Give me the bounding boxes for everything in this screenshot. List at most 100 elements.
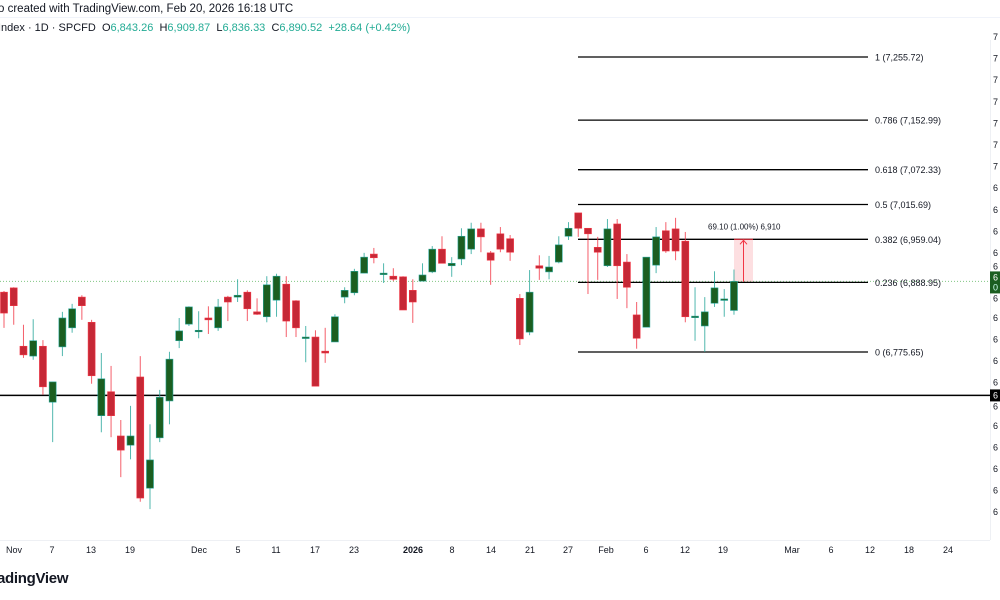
candle-body bbox=[457, 235, 466, 260]
candle-body bbox=[253, 311, 261, 315]
candle-body bbox=[360, 256, 368, 274]
line-price-tag-text: 6 bbox=[993, 390, 998, 400]
candle-body bbox=[224, 296, 232, 303]
candle-body bbox=[87, 321, 96, 377]
price-axis-label: 6 bbox=[993, 421, 998, 431]
last-price-tag-sub: 0 bbox=[993, 282, 998, 292]
candle-body bbox=[408, 290, 417, 303]
high-label: H bbox=[159, 22, 168, 34]
high-value: 6,909.87 bbox=[167, 22, 211, 34]
time-axis-label: 12 bbox=[680, 545, 690, 555]
fib-level-label: 0 (6,775.65) bbox=[875, 348, 924, 358]
fib-level-label: 0.382 (6,959.04) bbox=[875, 235, 941, 245]
time-axis-label: 8 bbox=[449, 545, 454, 555]
candle-body bbox=[29, 340, 37, 357]
candle-body bbox=[185, 306, 193, 325]
candle-body bbox=[331, 316, 339, 343]
candle-body bbox=[662, 230, 670, 252]
candle-body bbox=[282, 283, 291, 322]
time-axis-label: 27 bbox=[563, 545, 573, 555]
measure-label: 69.10 (1.00%) 6,910 bbox=[708, 222, 781, 231]
fib-level-label: 0.786 (7,152.99) bbox=[875, 116, 941, 126]
last-price-tag-text: 6 bbox=[993, 272, 998, 282]
candle-body bbox=[399, 276, 407, 311]
candle-body bbox=[613, 223, 621, 267]
candle-body bbox=[623, 261, 631, 288]
price-axis-label: 6 bbox=[993, 226, 998, 236]
candle-body bbox=[691, 315, 699, 318]
candle-body bbox=[204, 317, 213, 321]
open-label: O bbox=[101, 22, 111, 34]
candle-body bbox=[593, 247, 602, 253]
price-axis-label: 6 bbox=[993, 313, 998, 323]
symbol-label: Index · 1D · SPCFD bbox=[0, 22, 96, 34]
candle-body bbox=[545, 266, 553, 273]
candle-body bbox=[301, 336, 310, 339]
price-axis-label: 6 bbox=[993, 442, 998, 452]
time-axis-label: 18 bbox=[904, 545, 914, 555]
candle-body bbox=[389, 275, 398, 280]
candle-body bbox=[340, 290, 349, 298]
time-axis-border bbox=[0, 540, 990, 541]
line-price-tag bbox=[990, 389, 1000, 402]
price-axis-label: 6 bbox=[993, 183, 998, 193]
candle-body bbox=[584, 227, 592, 235]
candle-body bbox=[272, 275, 281, 301]
fib-level-label: 0.5 (7,015.69) bbox=[875, 200, 931, 210]
candle-body bbox=[554, 244, 563, 263]
open-value: 6,843.26 bbox=[110, 22, 154, 34]
candle-body bbox=[126, 435, 135, 446]
candle-body bbox=[516, 298, 524, 340]
candle-body bbox=[68, 308, 76, 329]
time-axis-label: 2026 bbox=[403, 545, 423, 555]
candle-body bbox=[321, 350, 329, 354]
candle-body bbox=[710, 287, 719, 304]
candle-body bbox=[78, 296, 86, 306]
candle-body bbox=[603, 228, 612, 267]
fib-level-label: 0.618 (7,072.33) bbox=[875, 165, 941, 175]
price-axis-label: 6 bbox=[993, 464, 998, 474]
candle-body bbox=[477, 228, 485, 238]
fib-level-label: 0.236 (6,888.95) bbox=[875, 278, 941, 288]
candle-body bbox=[146, 459, 154, 489]
candle-body bbox=[564, 227, 573, 237]
candle-body bbox=[0, 291, 8, 314]
price-axis-label: 7 bbox=[993, 118, 998, 128]
candle-body bbox=[19, 345, 28, 356]
time-axis-label: 11 bbox=[271, 545, 280, 555]
time-axis-label: 19 bbox=[718, 545, 728, 555]
candle-body bbox=[632, 314, 641, 339]
candle-body bbox=[9, 287, 18, 306]
price-axis-label: 6 bbox=[993, 507, 998, 517]
low-label: L bbox=[216, 22, 223, 34]
chart-caption: o created with TradingView.com, Feb 20, … bbox=[0, 3, 294, 15]
price-axis-label: 7 bbox=[993, 97, 998, 107]
price-axis-label: 6 bbox=[993, 486, 998, 496]
candle-body bbox=[730, 281, 738, 311]
price-axis-label: 6 bbox=[993, 378, 998, 388]
candle-body bbox=[447, 262, 456, 267]
last-price-tag bbox=[990, 271, 1000, 294]
candle-body bbox=[107, 391, 115, 416]
candle-body bbox=[681, 240, 690, 318]
candle-body bbox=[418, 274, 427, 282]
price-axis-label: 6 bbox=[993, 293, 998, 303]
candle-body bbox=[496, 233, 505, 250]
header-divider bbox=[0, 17, 1000, 18]
tradingview-logo: adingView bbox=[0, 570, 69, 587]
candle-body bbox=[720, 298, 729, 301]
candle-body bbox=[525, 291, 534, 333]
candle-body bbox=[311, 336, 320, 387]
price-axis-label: 6 bbox=[993, 401, 998, 411]
time-axis-label: 12 bbox=[865, 545, 875, 555]
candle-body bbox=[370, 253, 378, 259]
time-axis-label: 7 bbox=[49, 545, 54, 555]
time-axis-label: 5 bbox=[235, 545, 240, 555]
candle-body bbox=[642, 256, 651, 328]
change-value: +28.64 (+0.42%) bbox=[328, 22, 411, 34]
arrow-head-icon bbox=[739, 239, 748, 245]
time-axis-label: 14 bbox=[486, 545, 496, 555]
time-axis-label: 13 bbox=[86, 545, 96, 555]
candle-body bbox=[194, 329, 203, 333]
